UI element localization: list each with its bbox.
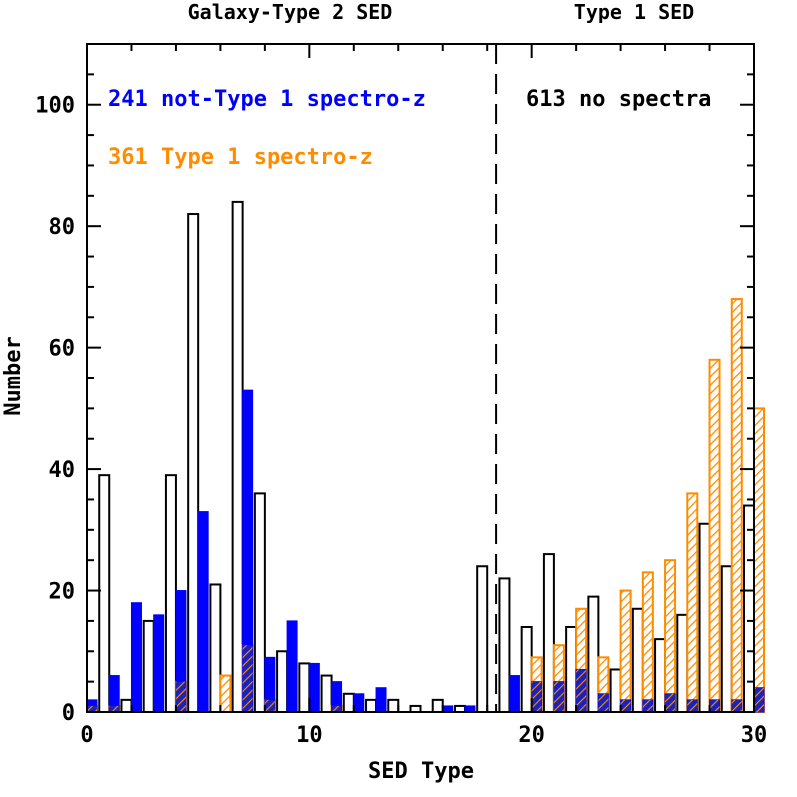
bar-overlap-hatch (175, 681, 186, 712)
bar-type1-spectro-z (753, 407, 765, 713)
bar-no-spectra (631, 607, 644, 713)
bar-not-type1-spectro-z (197, 511, 209, 713)
annotation-blue: 241 not-Type 1 spectro-z (108, 87, 426, 112)
bar-no-spectra (365, 698, 378, 714)
bar-overlap-hatch (620, 699, 631, 712)
bar-overlap-hatch (531, 681, 542, 712)
top-label-left: Galaxy-Type 2 SED (188, 0, 393, 24)
bar-no-spectra (187, 213, 200, 713)
bar-no-spectra (720, 565, 733, 713)
bar-overlap-hatch (331, 705, 342, 712)
bar-overlap-hatch (642, 699, 653, 712)
bar-overlap-hatch (242, 645, 253, 712)
bar-no-spectra (587, 595, 600, 713)
bar-overlap-hatch (264, 699, 275, 712)
y-tick-label: 0 (62, 701, 75, 726)
bar-no-spectra (120, 698, 133, 714)
bar-no-spectra (698, 522, 711, 714)
bar-not-type1-spectro-z (286, 620, 298, 713)
bar-no-spectra (431, 698, 444, 714)
top-label-right: Type 1 SED (574, 0, 694, 24)
bar-overlap-hatch (553, 681, 564, 712)
bar-overlap-hatch (87, 705, 97, 712)
bar-overlap-hatch (598, 693, 609, 712)
bar-no-spectra (498, 577, 511, 714)
y-tick-label: 20 (49, 580, 76, 605)
bar-no-spectra (654, 638, 667, 713)
bar-not-type1-spectro-z (353, 693, 365, 713)
bar-no-spectra (676, 613, 689, 713)
bar-no-spectra (164, 474, 177, 713)
bar-no-spectra (520, 625, 533, 713)
bar-not-type1-spectro-z (375, 687, 387, 713)
y-tick-label: 40 (49, 458, 76, 483)
bar-no-spectra (342, 692, 355, 713)
x-tick-label: 0 (80, 723, 93, 748)
y-tick-label: 80 (49, 215, 76, 240)
bar-overlap-hatch (665, 693, 676, 712)
bar-type1-spectro-z (708, 358, 721, 713)
bar-not-type1-spectro-z (130, 602, 142, 713)
x-tick-label: 30 (741, 723, 768, 748)
bar-overlap-hatch (731, 699, 742, 712)
bar-type1-spectro-z (664, 559, 677, 713)
bar-no-spectra (542, 553, 555, 713)
bar-no-spectra (231, 200, 244, 714)
bar-type1-spectro-z (730, 298, 743, 713)
bar-overlap-hatch (754, 687, 764, 712)
bars-group (86, 200, 765, 714)
bar-no-spectra (253, 492, 266, 713)
bar-type1-spectro-z (219, 674, 232, 714)
bar-no-spectra (276, 650, 289, 713)
y-axis-label: Number (1, 336, 26, 415)
bar-no-spectra (142, 619, 155, 714)
bar-not-type1-spectro-z (153, 614, 165, 713)
bar-not-type1-spectro-z (508, 675, 520, 713)
x-axis-label: SED Type (368, 759, 474, 784)
y-tick-label: 60 (49, 337, 76, 362)
bar-overlap-hatch (109, 705, 120, 712)
bar-no-spectra (320, 674, 333, 714)
bar-no-spectra (609, 668, 622, 713)
bar-type1-spectro-z (686, 492, 699, 713)
bar-no-spectra (565, 625, 578, 713)
x-tick-label: 20 (518, 723, 545, 748)
bar-no-spectra (209, 583, 222, 713)
annotation-orange: 361 Type 1 spectro-z (108, 145, 373, 170)
bar-overlap-hatch (576, 669, 587, 712)
tick-labels-group: 0 10 20 30 0 20 40 60 80 100 (35, 94, 767, 748)
bar-no-spectra (98, 474, 111, 713)
bar-no-spectra (387, 698, 400, 714)
bar-type1-spectro-z (641, 571, 654, 713)
bar-overlap-hatch (687, 699, 698, 712)
bar-no-spectra (298, 662, 311, 713)
bar-type1-spectro-z (619, 589, 632, 714)
bar-not-type1-spectro-z (308, 662, 320, 713)
annotation-black: 613 no spectra (526, 87, 711, 112)
bar-no-spectra (476, 565, 489, 713)
y-tick-label: 100 (35, 94, 75, 119)
bar-overlap-hatch (709, 699, 720, 712)
x-tick-label: 10 (296, 723, 323, 748)
plot-frame (86, 43, 755, 713)
